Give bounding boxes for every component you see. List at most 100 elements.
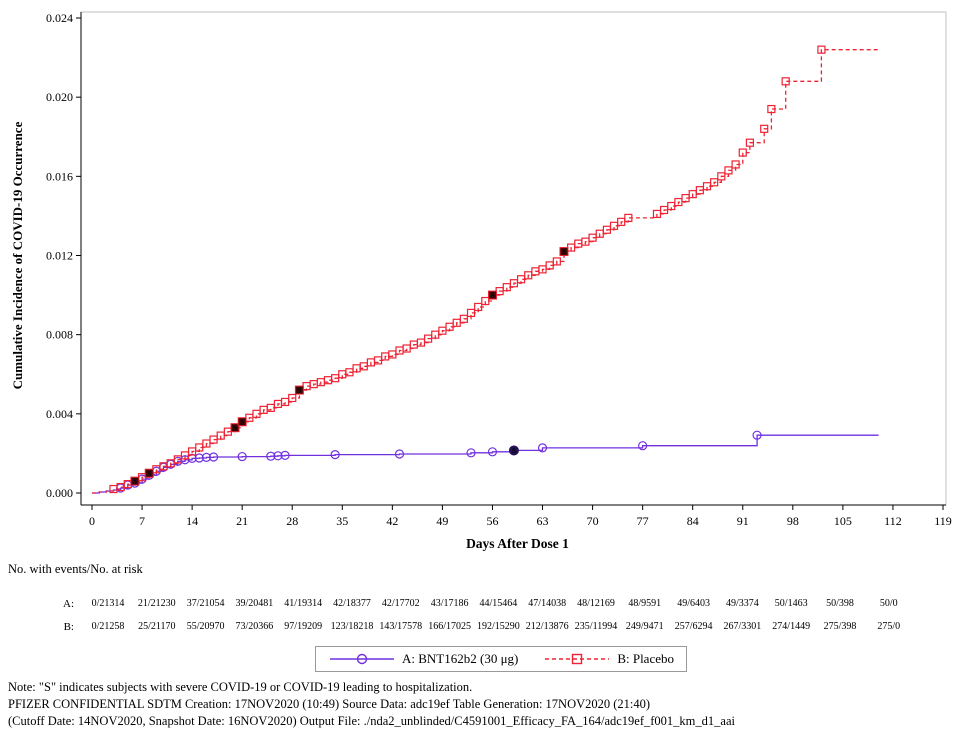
risk-value: 50/0 <box>879 598 898 609</box>
severe-event-marker <box>130 476 140 486</box>
risk-value: 42/18377 <box>333 598 371 609</box>
severe-event-marker <box>559 247 569 257</box>
severe-marker-s-label: S <box>133 478 137 486</box>
risk-value: 275/0 <box>877 621 901 632</box>
y-tick-label: 0.012 <box>46 249 73 263</box>
data-point-marker <box>481 296 490 306</box>
data-point-marker <box>731 160 740 169</box>
risk-value: 39/20481 <box>235 598 274 609</box>
severe-marker-s-label: S <box>562 248 566 256</box>
data-point-marker <box>194 453 204 463</box>
risk-value: 47/14038 <box>528 598 567 609</box>
y-tick-label: 0.016 <box>46 169 73 183</box>
y-tick-label: 0.024 <box>46 11 73 25</box>
risk-table-heading: No. with events/No. at risk <box>8 562 143 576</box>
data-point-marker <box>752 430 762 440</box>
plot-frame <box>80 11 947 506</box>
risk-value: 21/21230 <box>137 598 176 609</box>
risk-value: 257/6294 <box>674 621 713 632</box>
x-tick-label: 21 <box>236 514 248 528</box>
data-point-marker <box>717 172 726 181</box>
x-tick-label: 91 <box>737 514 749 528</box>
x-tick-label: 56 <box>486 514 498 528</box>
risk-value: 25/21170 <box>138 621 176 632</box>
risk-value: 50/1463 <box>774 598 808 609</box>
risk-value: 48/9591 <box>628 598 662 609</box>
severe-marker-s-label: S <box>512 447 516 455</box>
note-confidential-source: PFIZER CONFIDENTIAL SDTM Creation: 17NOV… <box>8 697 651 711</box>
severe-marker-s-label: S <box>297 387 301 395</box>
x-tick-label: 0 <box>89 514 95 528</box>
legend-label: B: Placebo <box>617 651 674 666</box>
x-tick-label: 119 <box>934 514 952 528</box>
severe-marker-s-label: S <box>491 292 495 300</box>
data-point-marker <box>760 124 769 133</box>
risk-value: 37/21054 <box>186 598 225 609</box>
risk-value: 0/21258 <box>91 621 125 632</box>
data-point-marker <box>738 148 747 157</box>
risk-value: 274/1449 <box>772 621 811 632</box>
y-tick-label: 0.020 <box>46 90 73 104</box>
x-tick-label: 7 <box>139 514 145 528</box>
risk-value: 43/17186 <box>430 598 469 609</box>
data-point-marker <box>330 450 340 460</box>
data-point-marker <box>208 452 219 462</box>
legend-line-square-icon <box>545 653 610 665</box>
legend-label: A: BNT162b2 (30 μg) <box>402 651 519 666</box>
legend-item: B: Placebo <box>543 651 674 667</box>
risk-value: 42/17702 <box>381 598 420 609</box>
severe-event-marker <box>294 385 304 395</box>
severe-marker-s-label: S <box>240 418 244 426</box>
severe-event-marker <box>144 468 154 478</box>
note-cutoff-output-file: (Cutoff Date: 14NOV2020, Snapshot Date: … <box>8 714 735 728</box>
risk-value: 235/11994 <box>574 621 618 632</box>
risk-value: 48/12169 <box>577 598 615 609</box>
risk-value: 166/17025 <box>428 621 471 632</box>
risk-value: 0/21314 <box>91 598 125 609</box>
x-tick-label: 98 <box>787 514 799 528</box>
data-point-marker <box>710 178 719 187</box>
risk-value: 97/19209 <box>284 621 323 632</box>
x-tick-label: 42 <box>386 514 398 528</box>
x-tick-label: 77 <box>637 514 649 528</box>
risk-value: 49/3374 <box>726 598 759 609</box>
x-tick-label: 112 <box>884 514 902 528</box>
data-point-marker <box>817 45 826 54</box>
series-line-placebo <box>92 49 879 494</box>
risk-value: 50/398 <box>826 598 854 609</box>
data-point-marker <box>537 443 548 453</box>
y-tick-label: 0.004 <box>46 407 73 421</box>
x-tick-label: 70 <box>587 514 599 528</box>
y-axis-title: Cumulative Incidence of COVID-19 Occurre… <box>10 121 25 389</box>
x-tick-label: 35 <box>336 514 348 528</box>
km-plot: 0.000 0.004 0.008 0.012 0.016 0.020 0.024 0 7 14 2… <box>10 11 952 551</box>
legend-line-circle-icon <box>330 653 394 665</box>
risk-value: 275/398 <box>823 621 857 632</box>
data-point-marker <box>781 77 790 86</box>
data-point-marker <box>767 104 776 114</box>
data-point-marker <box>724 166 733 175</box>
risk-value: 267/3301 <box>723 621 762 632</box>
data-point-marker <box>638 441 648 451</box>
y-tick-label: 0.008 <box>46 328 73 342</box>
x-tick-label: 14 <box>186 514 198 528</box>
risk-value: 55/20970 <box>186 621 225 632</box>
risk-value: 73/20366 <box>235 621 274 632</box>
legend-item: A: BNT162b2 (30 μg) <box>328 651 518 667</box>
y-tick-label: 0.000 <box>46 486 73 500</box>
risk-value: 49/6403 <box>677 598 710 609</box>
severe-event-marker <box>487 290 497 300</box>
x-tick-label: 63 <box>537 514 549 528</box>
severe-event-marker <box>230 423 240 433</box>
data-point-marker <box>459 314 468 323</box>
data-point-marker <box>266 451 276 461</box>
risk-value: 44/15464 <box>479 598 518 609</box>
risk-row-label: B: <box>63 621 74 633</box>
data-point-marker <box>487 447 498 457</box>
x-tick-label: 49 <box>436 514 448 528</box>
data-point-marker <box>280 450 290 460</box>
x-tick-label: 28 <box>286 514 298 528</box>
x-tick-label: 84 <box>687 514 699 528</box>
risk-value: 212/13876 <box>525 621 569 632</box>
severe-marker-s-label: S <box>147 470 151 478</box>
